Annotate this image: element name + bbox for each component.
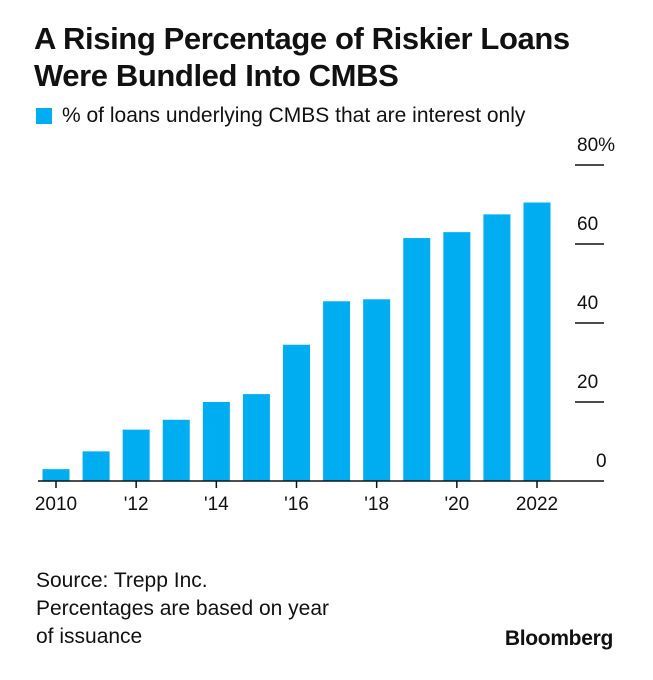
- x-tick-label: 2022: [516, 494, 558, 515]
- bar-2022: [523, 202, 551, 481]
- y-tick-label: 0: [596, 451, 607, 472]
- bar-2020: [443, 232, 471, 481]
- bloomberg-logo: Bloomberg: [504, 627, 613, 650]
- bar-2010: [42, 469, 70, 481]
- chart-title: A Rising Percentage of Riskier Loans Wer…: [34, 20, 634, 94]
- legend: % of loans underlying CMBS that are inte…: [36, 104, 525, 128]
- y-tick-label: 60: [577, 214, 598, 235]
- x-tick-label: 2010: [35, 494, 77, 515]
- footnote-line-2: Percentages are based on year: [36, 597, 330, 620]
- bar-2017: [323, 301, 351, 481]
- bar-2016: [283, 344, 310, 481]
- bars-group: [42, 202, 551, 481]
- chart-title-line-2: Were Bundled Into CMBS: [34, 58, 399, 93]
- bar-2011: [82, 451, 110, 481]
- source-note: Source: Trepp Inc.: [36, 569, 208, 592]
- x-tick-label: '14: [204, 494, 229, 515]
- footnote-line-3: of issuance: [36, 625, 143, 648]
- bar-2014: [202, 402, 230, 481]
- x-axis: 2010 '12 '14 '16 '18 '20 2022: [35, 480, 604, 515]
- bar-2018: [363, 299, 391, 481]
- legend-label: % of loans underlying CMBS that are inte…: [62, 104, 526, 127]
- bar-2015: [242, 394, 270, 481]
- y-axis: 0 20 40 60 80%: [575, 135, 615, 472]
- bar-2013: [162, 419, 190, 481]
- chart-title-line-1: A Rising Percentage of Riskier Loans: [34, 21, 570, 56]
- legend-swatch: [36, 108, 52, 124]
- bar-chart: 0 20 40 60 80% 2010 '12 '14 '16 '18 '20 2022: [35, 135, 615, 515]
- y-tick-label: 80%: [577, 135, 615, 156]
- x-tick-label: '12: [124, 494, 149, 515]
- bar-2021: [483, 214, 511, 481]
- y-tick-label: 20: [577, 372, 598, 393]
- bar-2012: [122, 429, 150, 481]
- x-tick-label: '18: [364, 494, 389, 515]
- x-tick-label: '20: [444, 494, 469, 515]
- y-tick-label: 40: [577, 293, 598, 314]
- footnotes: Source: Trepp Inc. Percentages are based…: [36, 567, 329, 651]
- x-tick-label: '16: [284, 494, 309, 515]
- bar-2019: [403, 238, 431, 481]
